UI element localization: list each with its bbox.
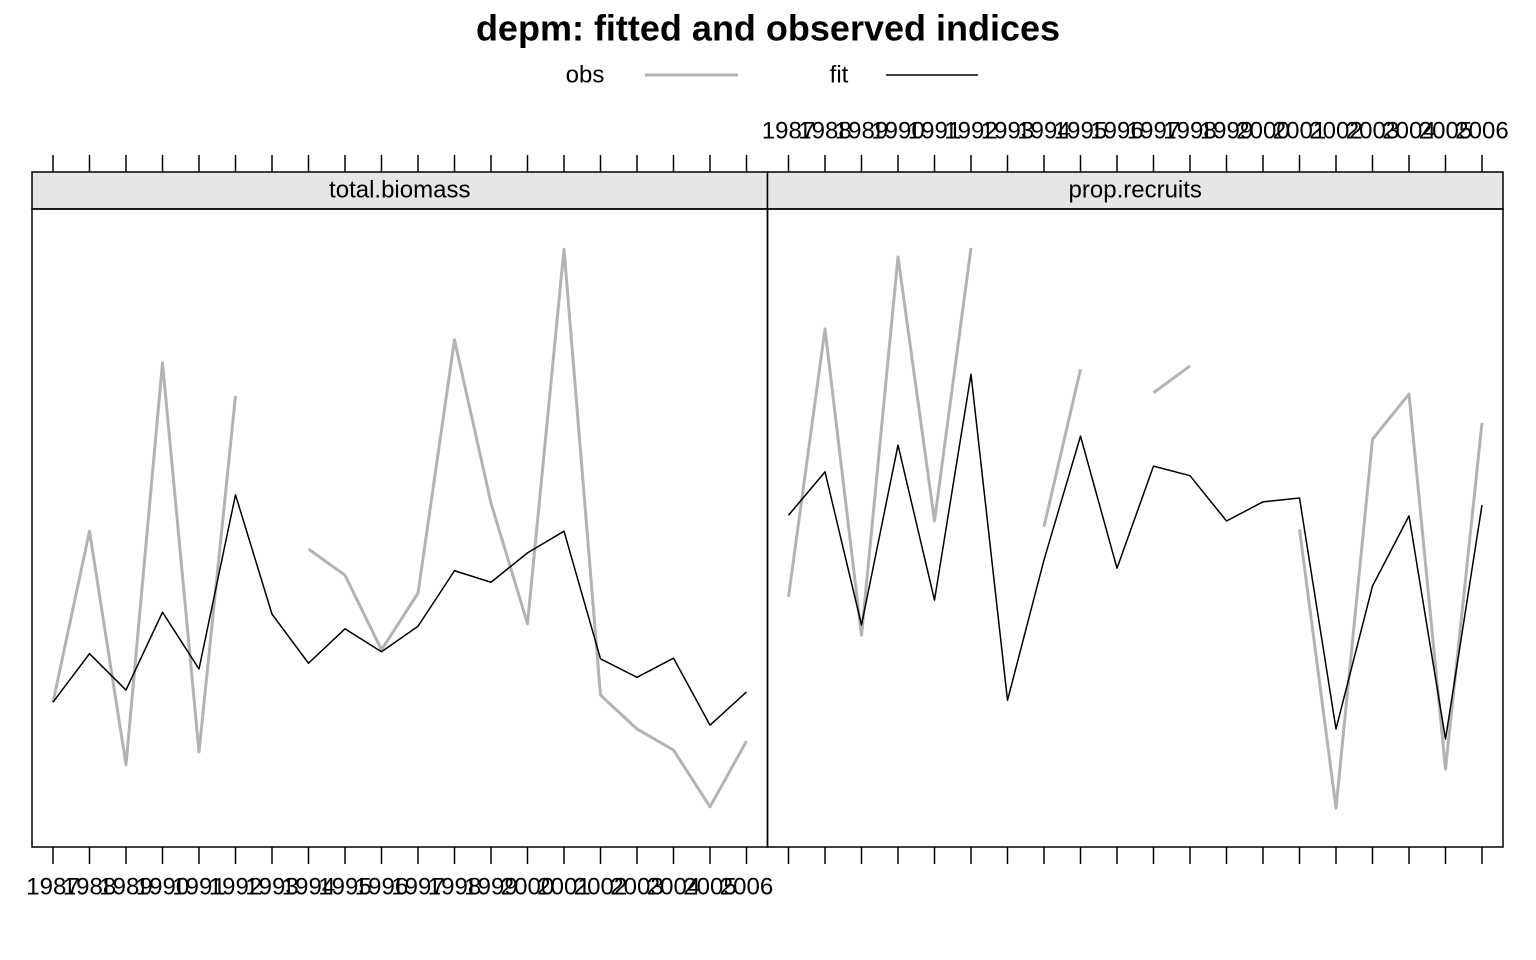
x-tick-label: 1990 [136, 873, 189, 900]
x-tick-label: 1998 [1163, 117, 1216, 144]
x-tick-label: 2001 [1273, 117, 1326, 144]
x-tick-label: 1999 [464, 873, 517, 900]
x-tick-label: 1999 [1200, 117, 1253, 144]
x-tick-label: 1989 [99, 873, 152, 900]
panel-frame [31, 208, 769, 848]
x-tick-label: 2000 [1236, 117, 1289, 144]
x-tick-label: 1989 [835, 117, 888, 144]
x-tick-label: 1993 [981, 117, 1034, 144]
chart-title: depm: fitted and observed indices [476, 8, 1060, 49]
x-tick-label: 1987 [26, 873, 79, 900]
legend-label: fit [830, 61, 849, 88]
x-tick-label: 1997 [1127, 117, 1180, 144]
x-tick-label: 1990 [871, 117, 924, 144]
series-line [51, 247, 748, 809]
x-tick-label: 1988 [798, 117, 851, 144]
x-tick-label: 1991 [908, 117, 961, 144]
x-tick-label: 2005 [1419, 117, 1472, 144]
series-line [787, 247, 1484, 810]
strip [31, 171, 769, 210]
x-tick-label: 2006 [1455, 117, 1508, 144]
legend-label: obs [566, 61, 605, 88]
x-tick-label: 1994 [282, 873, 335, 900]
x-tick-label: 1992 [944, 117, 997, 144]
x-tick-label: 2003 [610, 873, 663, 900]
x-tick-label: 2001 [537, 873, 590, 900]
x-tick-label: 2000 [501, 873, 554, 900]
panel-title: total.biomass [329, 176, 470, 203]
x-tick-label: 1987 [762, 117, 815, 144]
x-tick-label: 2004 [1382, 117, 1435, 144]
x-tick-label: 1994 [1017, 117, 1070, 144]
x-tick-label: 1988 [63, 873, 116, 900]
x-tick-label: 2006 [720, 873, 773, 900]
x-tick-label: 1996 [355, 873, 408, 900]
series-line [787, 373, 1483, 740]
x-tick-label: 1991 [172, 873, 225, 900]
x-tick-label: 1996 [1090, 117, 1143, 144]
x-tick-label: 2005 [683, 873, 736, 900]
x-tick-label: 2003 [1346, 117, 1399, 144]
x-tick-label: 2004 [647, 873, 700, 900]
strip [766, 171, 1504, 210]
x-tick-label: 1993 [245, 873, 298, 900]
panel-frame [766, 208, 1504, 848]
series-line [52, 494, 748, 726]
x-tick-label: 1997 [391, 873, 444, 900]
x-tick-label: 1995 [1054, 117, 1107, 144]
x-tick-label: 1992 [209, 873, 262, 900]
x-tick-label: 1998 [428, 873, 481, 900]
x-tick-label: 2002 [574, 873, 627, 900]
x-tick-label: 2002 [1309, 117, 1362, 144]
panel-title: prop.recruits [1069, 176, 1202, 203]
x-tick-label: 1995 [318, 873, 371, 900]
